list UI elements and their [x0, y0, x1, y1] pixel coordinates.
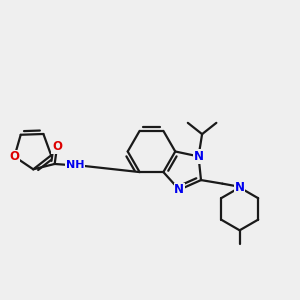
- Text: N: N: [194, 150, 203, 163]
- Text: O: O: [52, 140, 62, 153]
- Text: N: N: [174, 183, 184, 196]
- Text: NH: NH: [66, 160, 84, 170]
- Text: O: O: [9, 150, 20, 163]
- Text: N: N: [235, 181, 244, 194]
